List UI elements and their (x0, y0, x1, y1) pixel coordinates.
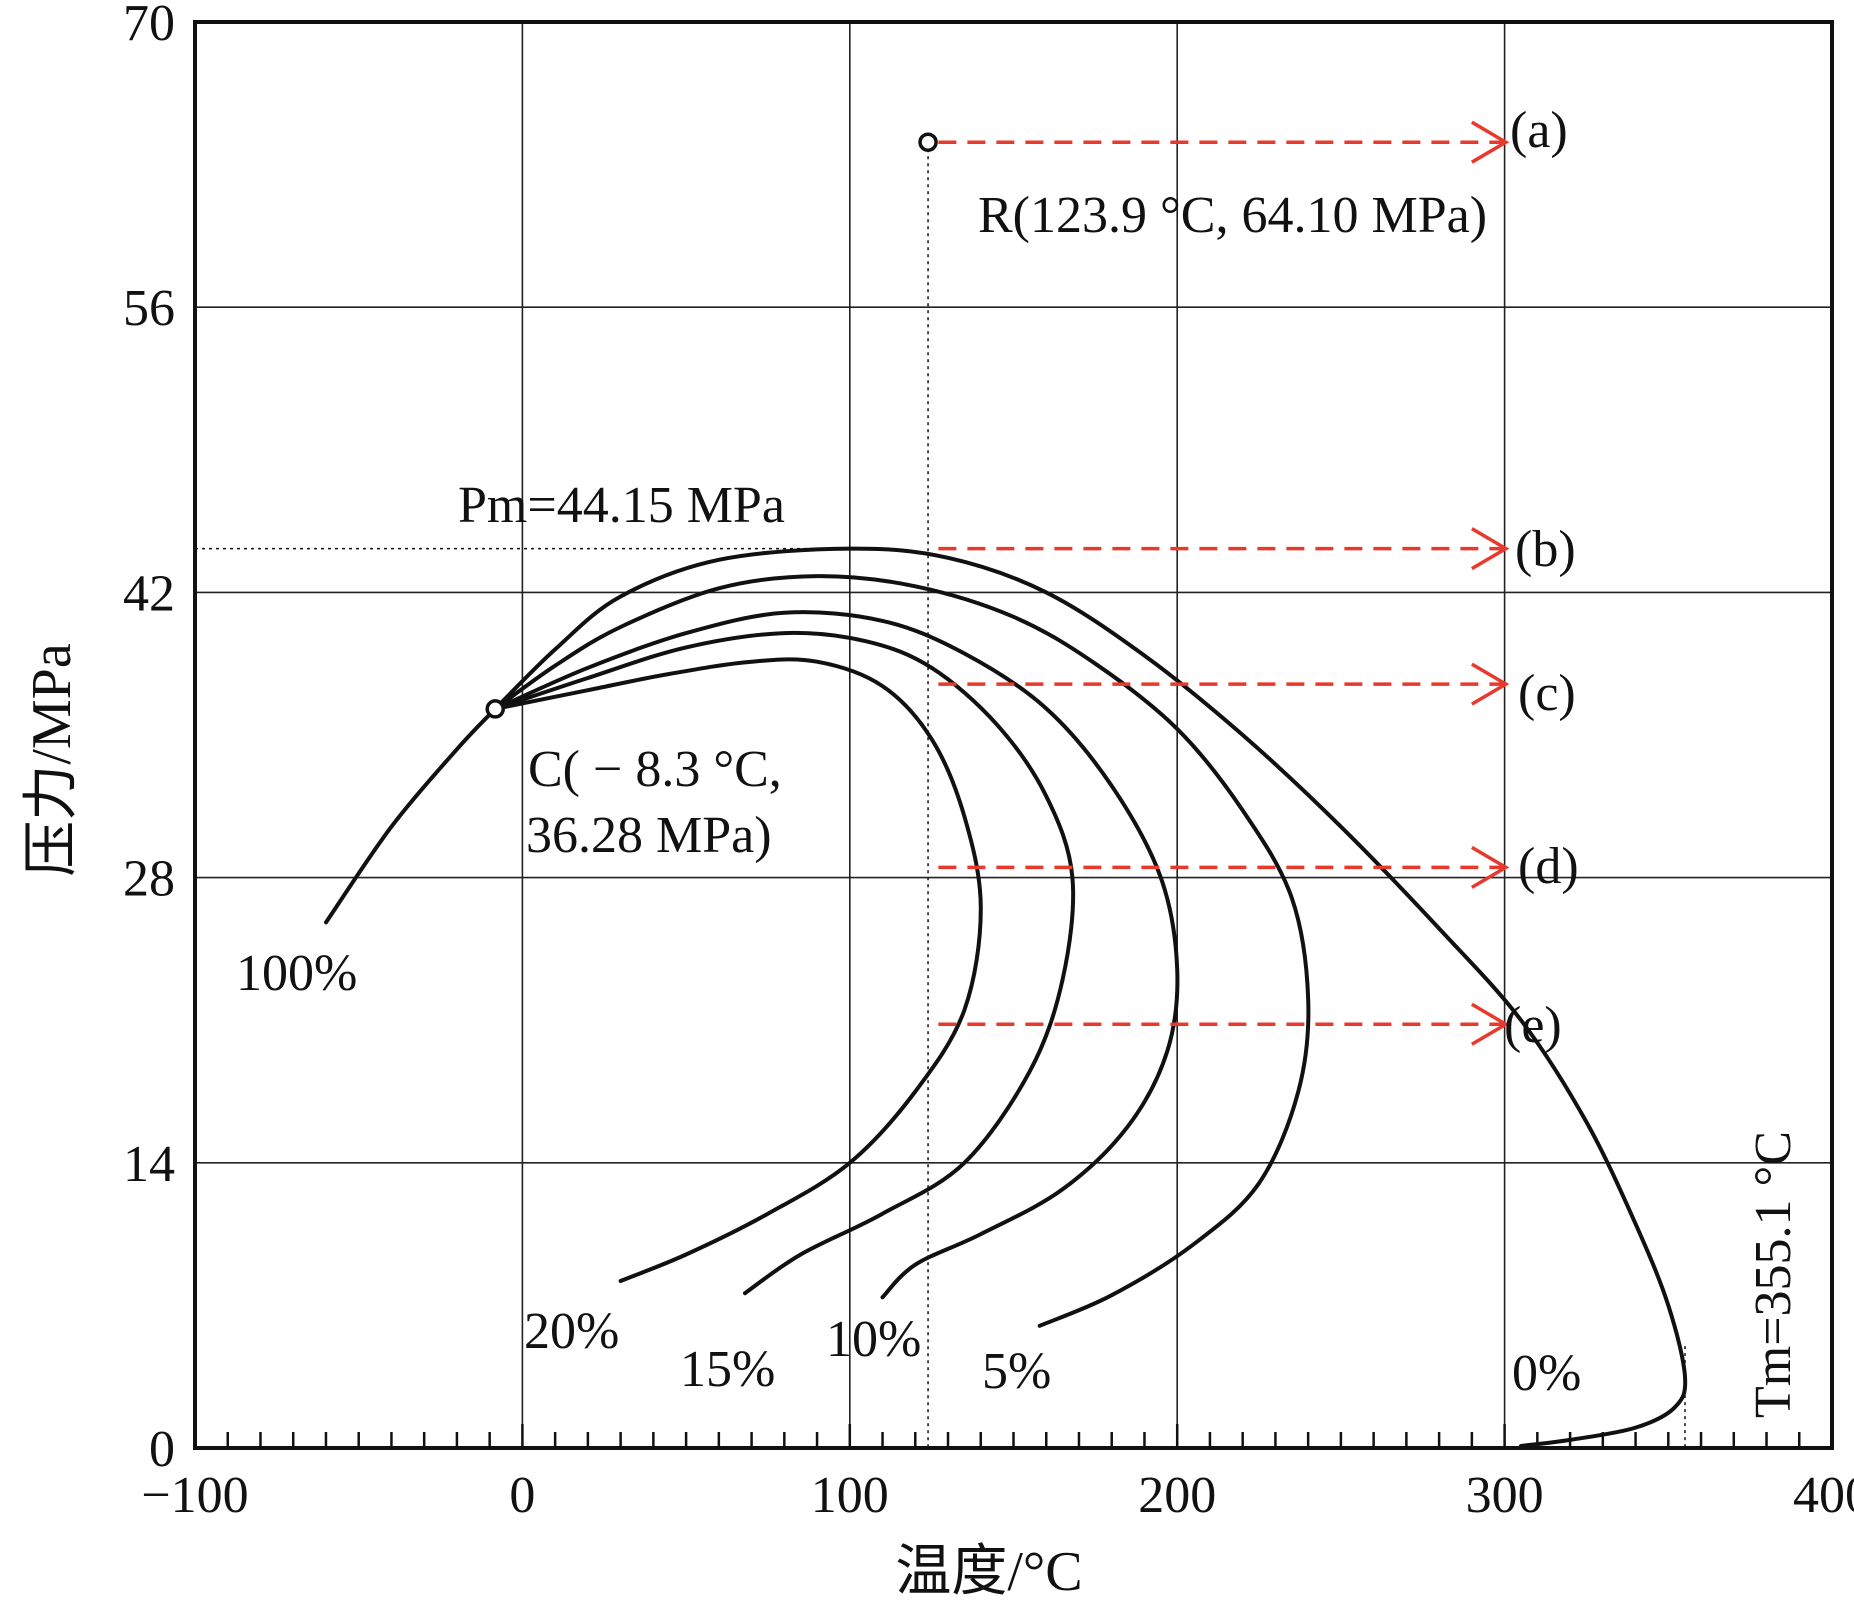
curve-5pct (493, 574, 1311, 1328)
arrow-head-1 (1470, 527, 1510, 571)
y-tick-label-0: 0 (149, 1421, 175, 1478)
y-tick-label-1: 14 (123, 1136, 175, 1193)
marker-C (485, 699, 505, 719)
arrow-label-c: (c) (1518, 665, 1576, 722)
arrow-label-a: (a) (1510, 102, 1568, 159)
x-tick-label-4: 300 (1466, 1467, 1544, 1524)
x-tick-label-5: 400 (1793, 1467, 1854, 1524)
r-point-label: R(123.9 °C, 64.10 MPa) (978, 187, 1487, 244)
x-axis-title: 温度/°C (895, 1541, 1082, 1603)
plot-frame (193, 20, 1834, 1450)
curve-label-100: 100% (236, 945, 357, 1002)
curve-label-10: 10% (826, 1311, 921, 1368)
arrows (938, 120, 1510, 1046)
curve-100pct (324, 706, 498, 925)
y-tick-label-3: 42 (123, 565, 175, 622)
tick-labels: −100010020030040001428425670 (123, 0, 1854, 1524)
x-tick-label-1: 0 (509, 1467, 535, 1524)
curve-label-20: 20% (524, 1303, 619, 1360)
arrow-head-4 (1470, 1002, 1510, 1046)
curve-10pct (493, 610, 1180, 1300)
curve-0pct (493, 546, 1688, 1448)
markers (485, 132, 938, 719)
x-tick-label-2: 100 (811, 1467, 889, 1524)
curve-label-0: 0% (1512, 1345, 1581, 1402)
tm-label: Tm=355.1 °C (1745, 1131, 1802, 1418)
curve-label-15: 15% (680, 1341, 775, 1398)
c-point-label-line1: C( − 8.3 °C, (528, 741, 782, 798)
pm-label: Pm=44.15 MPa (458, 477, 785, 534)
arrow-head-3 (1470, 845, 1510, 889)
curve-label-5: 5% (982, 1343, 1051, 1400)
y-tick-label-5: 70 (123, 0, 175, 52)
y-tick-label-4: 56 (123, 280, 175, 337)
arrow-label-e: (e) (1504, 997, 1562, 1054)
arrow-label-d: (d) (1518, 838, 1579, 895)
c-point-label-line2: 36.28 MPa) (526, 807, 772, 864)
curve-20pct (493, 657, 983, 1283)
arrow-head-0 (1470, 120, 1510, 164)
arrow-head-2 (1470, 662, 1510, 706)
x-tick-label-3: 200 (1138, 1467, 1216, 1524)
curves (324, 546, 1688, 1448)
y-axis-title: 压力/MPa (21, 643, 83, 876)
curve-15pct (493, 630, 1076, 1296)
marker-R (918, 132, 938, 152)
x-tick-label-0: −100 (141, 1467, 248, 1524)
arrow-label-b: (b) (1515, 521, 1576, 578)
y-tick-label-2: 28 (123, 851, 175, 908)
